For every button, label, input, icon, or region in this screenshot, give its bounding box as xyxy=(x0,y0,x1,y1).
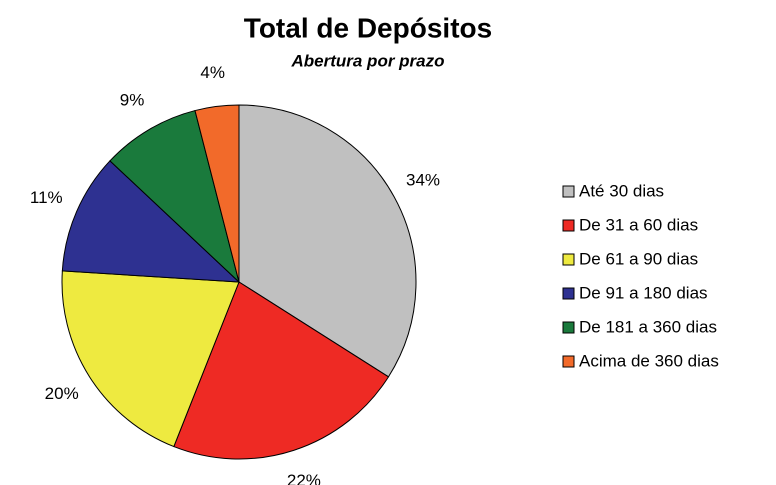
data-label: 4% xyxy=(200,63,225,82)
legend-label: De 181 a 360 dias xyxy=(579,317,717,336)
pie-slice xyxy=(238,104,417,378)
chart-title: Total de Depósitos xyxy=(244,12,492,43)
pie-slice xyxy=(173,281,390,460)
legend-swatch xyxy=(562,185,575,198)
legend-label: De 31 a 60 dias xyxy=(579,215,698,234)
data-label: 20% xyxy=(45,384,79,403)
data-label: 11% xyxy=(30,188,63,207)
data-label: 9% xyxy=(120,91,145,110)
legend-swatch xyxy=(562,321,575,334)
pie-slice xyxy=(61,160,241,283)
legend-label: Acima de 360 dias xyxy=(579,351,719,370)
legend-swatch xyxy=(562,219,575,232)
chart-subtitle: Abertura por prazo xyxy=(290,51,444,70)
legend-swatch xyxy=(562,287,575,300)
legend-label: Até 30 dias xyxy=(579,181,664,200)
pie-slice xyxy=(194,104,240,283)
legend-swatch xyxy=(562,253,575,266)
legend-label: De 91 a 180 dias xyxy=(579,283,708,302)
data-label: 22% xyxy=(287,471,321,485)
legend-label: De 61 a 90 dias xyxy=(579,249,698,268)
pie-slice xyxy=(109,109,240,284)
data-label: 34% xyxy=(406,170,440,189)
legend-swatch xyxy=(562,355,575,368)
pie-slice xyxy=(61,270,240,448)
